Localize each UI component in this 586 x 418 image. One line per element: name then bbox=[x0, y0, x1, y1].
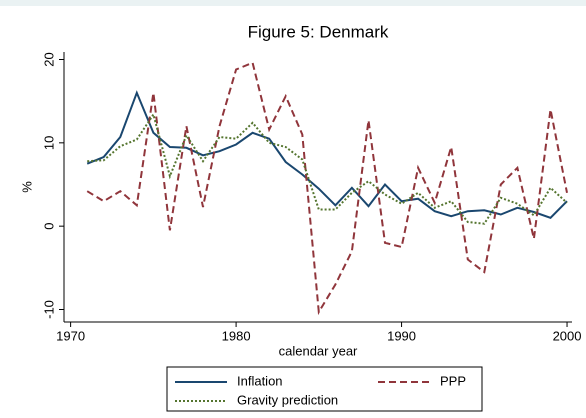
x-axis-label: calendar year bbox=[279, 343, 358, 358]
x-tick-label: 1990 bbox=[387, 328, 416, 343]
x-tick-label: 1980 bbox=[222, 328, 251, 343]
y-axis-label: % bbox=[19, 181, 34, 193]
y-tick-label: 0 bbox=[41, 223, 56, 230]
chart-title: Figure 5: Denmark bbox=[248, 22, 389, 41]
series-line bbox=[86, 90, 568, 219]
y-tick-label: -10 bbox=[41, 300, 56, 319]
series-line bbox=[86, 61, 568, 316]
legend-label: Inflation bbox=[237, 373, 283, 388]
legend-label: PPP bbox=[440, 373, 466, 388]
top-band bbox=[0, 0, 586, 6]
x-tick-label: 1970 bbox=[56, 328, 85, 343]
legend-box bbox=[166, 366, 483, 412]
y-tick-label: 10 bbox=[41, 136, 56, 150]
x-tick-label: 2000 bbox=[553, 328, 582, 343]
legend-label: Gravity prediction bbox=[237, 392, 338, 407]
y-tick-label: 20 bbox=[41, 52, 56, 66]
